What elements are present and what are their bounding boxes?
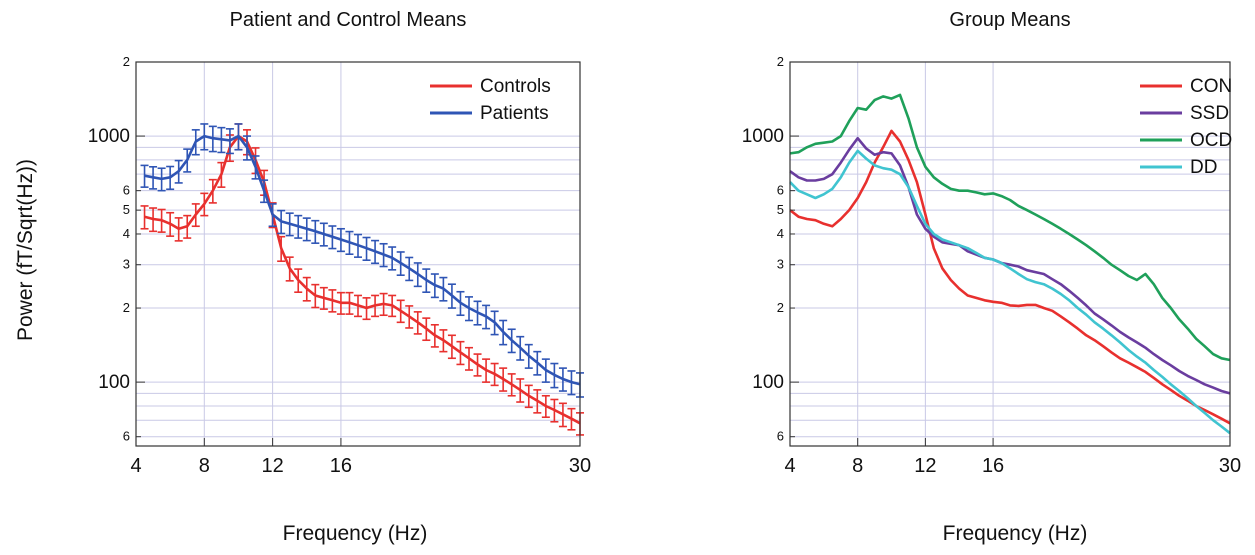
y-tick-label: 3	[777, 257, 784, 272]
series-layer	[789, 93, 1231, 435]
y-tick-label: 6	[777, 183, 784, 198]
x-tick-label: 8	[199, 455, 210, 477]
x-tick-label: 12	[261, 455, 283, 477]
legend-label: SSD	[1190, 103, 1229, 124]
y-axis-ticks: 6 100 2 3 4 5 6 1000 2	[88, 54, 145, 444]
series-line-con	[789, 129, 1231, 425]
series-line-ocd	[789, 93, 1231, 362]
x-axis-label: Frequency (Hz)	[283, 522, 428, 545]
y-tick-label: 3	[123, 257, 130, 272]
x-tick-label: 30	[569, 455, 591, 477]
y-tick-label: 100	[98, 372, 130, 393]
legend-label: Controls	[480, 76, 551, 97]
series-line-controls	[144, 134, 581, 425]
x-tick-label: 30	[1219, 455, 1241, 477]
chart-title: Group Means	[949, 9, 1070, 31]
x-axis-ticks: 4 8 12 16 30	[784, 438, 1241, 477]
series-line-patients	[144, 134, 581, 386]
chart-title: Patient and Control Means	[230, 9, 467, 31]
y-axis-label: Power (fT/Sqrt(Hz))	[14, 159, 37, 341]
x-axis-label: Frequency (Hz)	[943, 522, 1088, 545]
series-line-ssd	[789, 136, 1231, 395]
plot-frame	[135, 61, 581, 447]
x-tick-label: 4	[130, 455, 141, 477]
y-tick-label: 100	[752, 372, 784, 393]
y-tick-label: 4	[123, 226, 130, 241]
y-tick-label: 5	[777, 202, 784, 217]
y-tick-label: 6	[123, 429, 130, 444]
legend: Controls Patients	[430, 76, 551, 124]
y-tick-label: 2	[123, 54, 130, 69]
plot-frame	[789, 61, 1231, 447]
legend-label: DD	[1190, 157, 1217, 178]
y-tick-label: 2	[777, 300, 784, 315]
series-line-dd	[789, 149, 1231, 435]
y-tick-label: 4	[777, 226, 784, 241]
x-axis-ticks: 4 8 12 16 30	[130, 438, 591, 477]
legend: CON SSD OCD DD	[1140, 76, 1232, 178]
chart-panel-group-means: Group Means 6 100 2 3 4 5 6 1000 2 4 8 12 16 30 Freq…	[742, 9, 1241, 545]
chart-panel-patient-control: Patient and Control Means 6 100 2 3 4 5 6 1000 2…	[88, 9, 591, 545]
y-tick-label: 2	[777, 54, 784, 69]
y-tick-label: 5	[123, 202, 130, 217]
x-tick-label: 16	[982, 455, 1004, 477]
y-tick-label: 6	[777, 429, 784, 444]
x-tick-label: 8	[852, 455, 863, 477]
x-tick-label: 4	[784, 455, 795, 477]
series-layer	[140, 123, 584, 436]
y-tick-label: 2	[123, 300, 130, 315]
legend-label: Patients	[480, 103, 549, 124]
grid	[790, 61, 1230, 446]
y-tick-label: 6	[123, 183, 130, 198]
y-tick-label: 1000	[88, 126, 130, 147]
y-axis-ticks: 6 100 2 3 4 5 6 1000 2	[742, 54, 799, 444]
legend-label: CON	[1190, 76, 1232, 97]
x-tick-label: 12	[914, 455, 936, 477]
x-tick-label: 16	[330, 455, 352, 477]
y-tick-label: 1000	[742, 126, 784, 147]
legend-label: OCD	[1190, 130, 1232, 151]
